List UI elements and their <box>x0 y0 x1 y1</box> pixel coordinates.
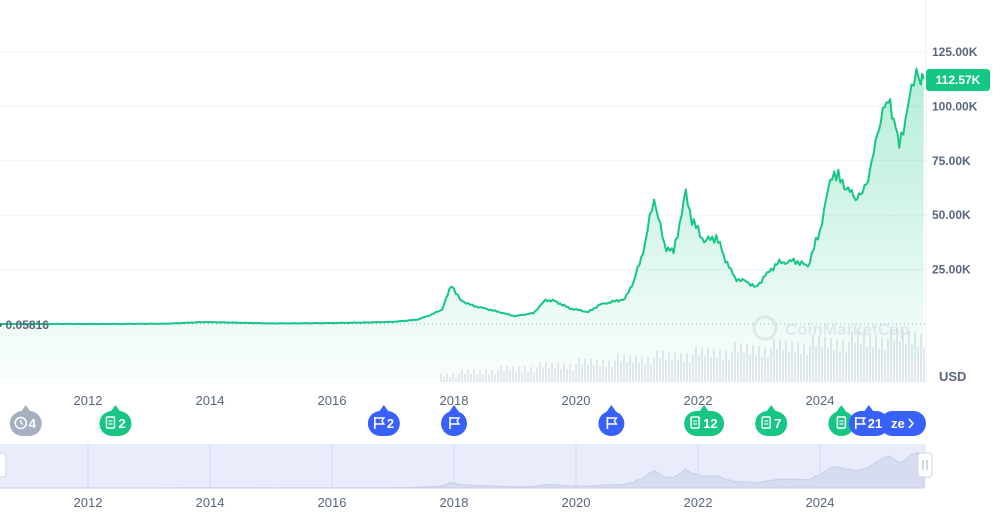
x-tick-label-4: 2020 <box>562 393 591 408</box>
flag-icon <box>449 417 461 429</box>
event-notch <box>110 405 121 412</box>
event-marker-2[interactable]: 2 <box>367 405 400 436</box>
event-marker-3[interactable] <box>441 405 467 436</box>
navigator-tick-label-2: 2016 <box>318 495 347 510</box>
event-bubble <box>755 411 788 436</box>
x-tick-label-5: 2022 <box>684 393 713 408</box>
coinmarketcap-logo-icon <box>752 315 778 341</box>
event-marker-0[interactable]: 4 <box>9 405 42 436</box>
y-tick-label-4: 125.00K <box>932 45 978 59</box>
navigator-tick-label-4: 2020 <box>562 495 591 510</box>
navigator-area <box>0 451 925 489</box>
navigator-tick-label-0: 2012 <box>74 495 103 510</box>
event-count-label: 2 <box>387 416 394 431</box>
event-notch <box>836 405 847 412</box>
range-navigator[interactable] <box>0 444 926 489</box>
event-marker-8[interactable]: 21 <box>848 405 889 436</box>
price-area <box>0 68 924 382</box>
expand-button-bg <box>880 411 926 436</box>
currency-label: USD <box>939 369 966 384</box>
navigator-tick-label-5: 2022 <box>684 495 713 510</box>
event-bubble <box>848 411 889 436</box>
event-count-label: 7 <box>774 416 781 431</box>
y-tick-label-2: 75.00K <box>932 154 971 168</box>
event-count-label: 21 <box>868 416 882 431</box>
flag-icon <box>374 417 386 429</box>
event-count-label: 12 <box>703 416 717 431</box>
event-notch <box>606 405 617 412</box>
document-icon <box>690 416 700 429</box>
y-tick-label-0: 25.00K <box>932 263 971 277</box>
document-icon <box>761 416 771 429</box>
start-value-label: • 0.05816 <box>0 318 49 332</box>
history-icon <box>14 416 28 430</box>
volume-bar <box>923 348 925 382</box>
navigator-tick-label-6: 2024 <box>806 495 835 510</box>
x-tick-label-1: 2014 <box>196 393 225 408</box>
y-tick-label-1: 50.00K <box>932 208 971 222</box>
event-notch <box>699 405 710 412</box>
event-marker-4[interactable] <box>598 405 625 436</box>
event-marker-7[interactable] <box>828 405 855 436</box>
document-icon <box>105 416 116 429</box>
event-bubble <box>99 411 132 436</box>
expand-button-label: ze <box>891 416 905 431</box>
price-line <box>0 67 925 325</box>
navigator-tick-label-3: 2018 <box>440 495 469 510</box>
event-marker-5[interactable]: 12 <box>684 405 725 436</box>
chevron-right-icon <box>908 418 915 429</box>
document-icon <box>836 416 847 429</box>
x-tick-label-0: 2012 <box>74 393 103 408</box>
watermark-text: CoinMarketCap <box>785 320 910 339</box>
flag-icon <box>606 417 618 429</box>
event-marker-1[interactable]: 2 <box>99 405 132 436</box>
x-tick-label-2: 2016 <box>318 393 347 408</box>
event-notch <box>378 405 389 412</box>
x-tick-label-3: 2018 <box>440 393 469 408</box>
coinmarketcap-watermark: CoinMarketCap <box>752 315 910 341</box>
event-marker-6[interactable]: 7 <box>755 405 788 436</box>
event-count-label: 4 <box>29 416 37 431</box>
event-count-label: 2 <box>118 416 125 431</box>
event-notch <box>20 405 31 412</box>
current-price-tag <box>926 69 990 92</box>
navigator-left-handle[interactable] <box>0 452 7 478</box>
navigator-tick-label-1: 2014 <box>196 495 225 510</box>
event-notch <box>863 405 874 412</box>
current-price-label: 112.57K <box>936 73 981 87</box>
navigator-right-handle[interactable] <box>917 452 933 478</box>
flag-icon <box>854 417 867 429</box>
y-tick-label-3: 100.00K <box>932 99 978 113</box>
event-notch <box>449 405 459 412</box>
expand-events-button[interactable]: ze <box>880 411 926 436</box>
event-notch <box>766 405 777 412</box>
x-tick-label-6: 2024 <box>806 393 835 408</box>
